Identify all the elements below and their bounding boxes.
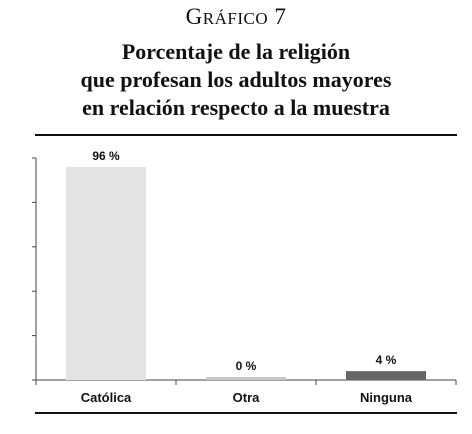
category-label-0: Católica bbox=[81, 390, 132, 405]
chart-title-line-1: Porcentaje de la religión bbox=[121, 39, 351, 64]
data-label-0: 96 % bbox=[92, 149, 120, 163]
category-label-2: Ninguna bbox=[360, 390, 413, 405]
figure-label-number: 7 bbox=[268, 4, 287, 29]
data-label-1: 0 % bbox=[236, 359, 257, 373]
bar-2 bbox=[346, 371, 426, 380]
bar-0 bbox=[66, 166, 146, 380]
chart-title-line-2: que profesan los adultos mayores bbox=[80, 67, 392, 92]
chart-title-line-3: en relación respecto a la muestra bbox=[82, 95, 390, 120]
bar-1 bbox=[206, 377, 286, 380]
figure-label-initial: G bbox=[185, 4, 203, 29]
figure-label-rest: RÁFICO bbox=[202, 9, 269, 28]
chart-title: Porcentaje de la religión que profesan l… bbox=[0, 38, 472, 122]
data-label-2: 4 % bbox=[376, 353, 397, 367]
category-label-1: Otra bbox=[233, 390, 261, 405]
top-rule bbox=[35, 134, 457, 136]
bottom-rule bbox=[35, 412, 457, 414]
figure-label: GRÁFICO 7 bbox=[0, 4, 472, 30]
